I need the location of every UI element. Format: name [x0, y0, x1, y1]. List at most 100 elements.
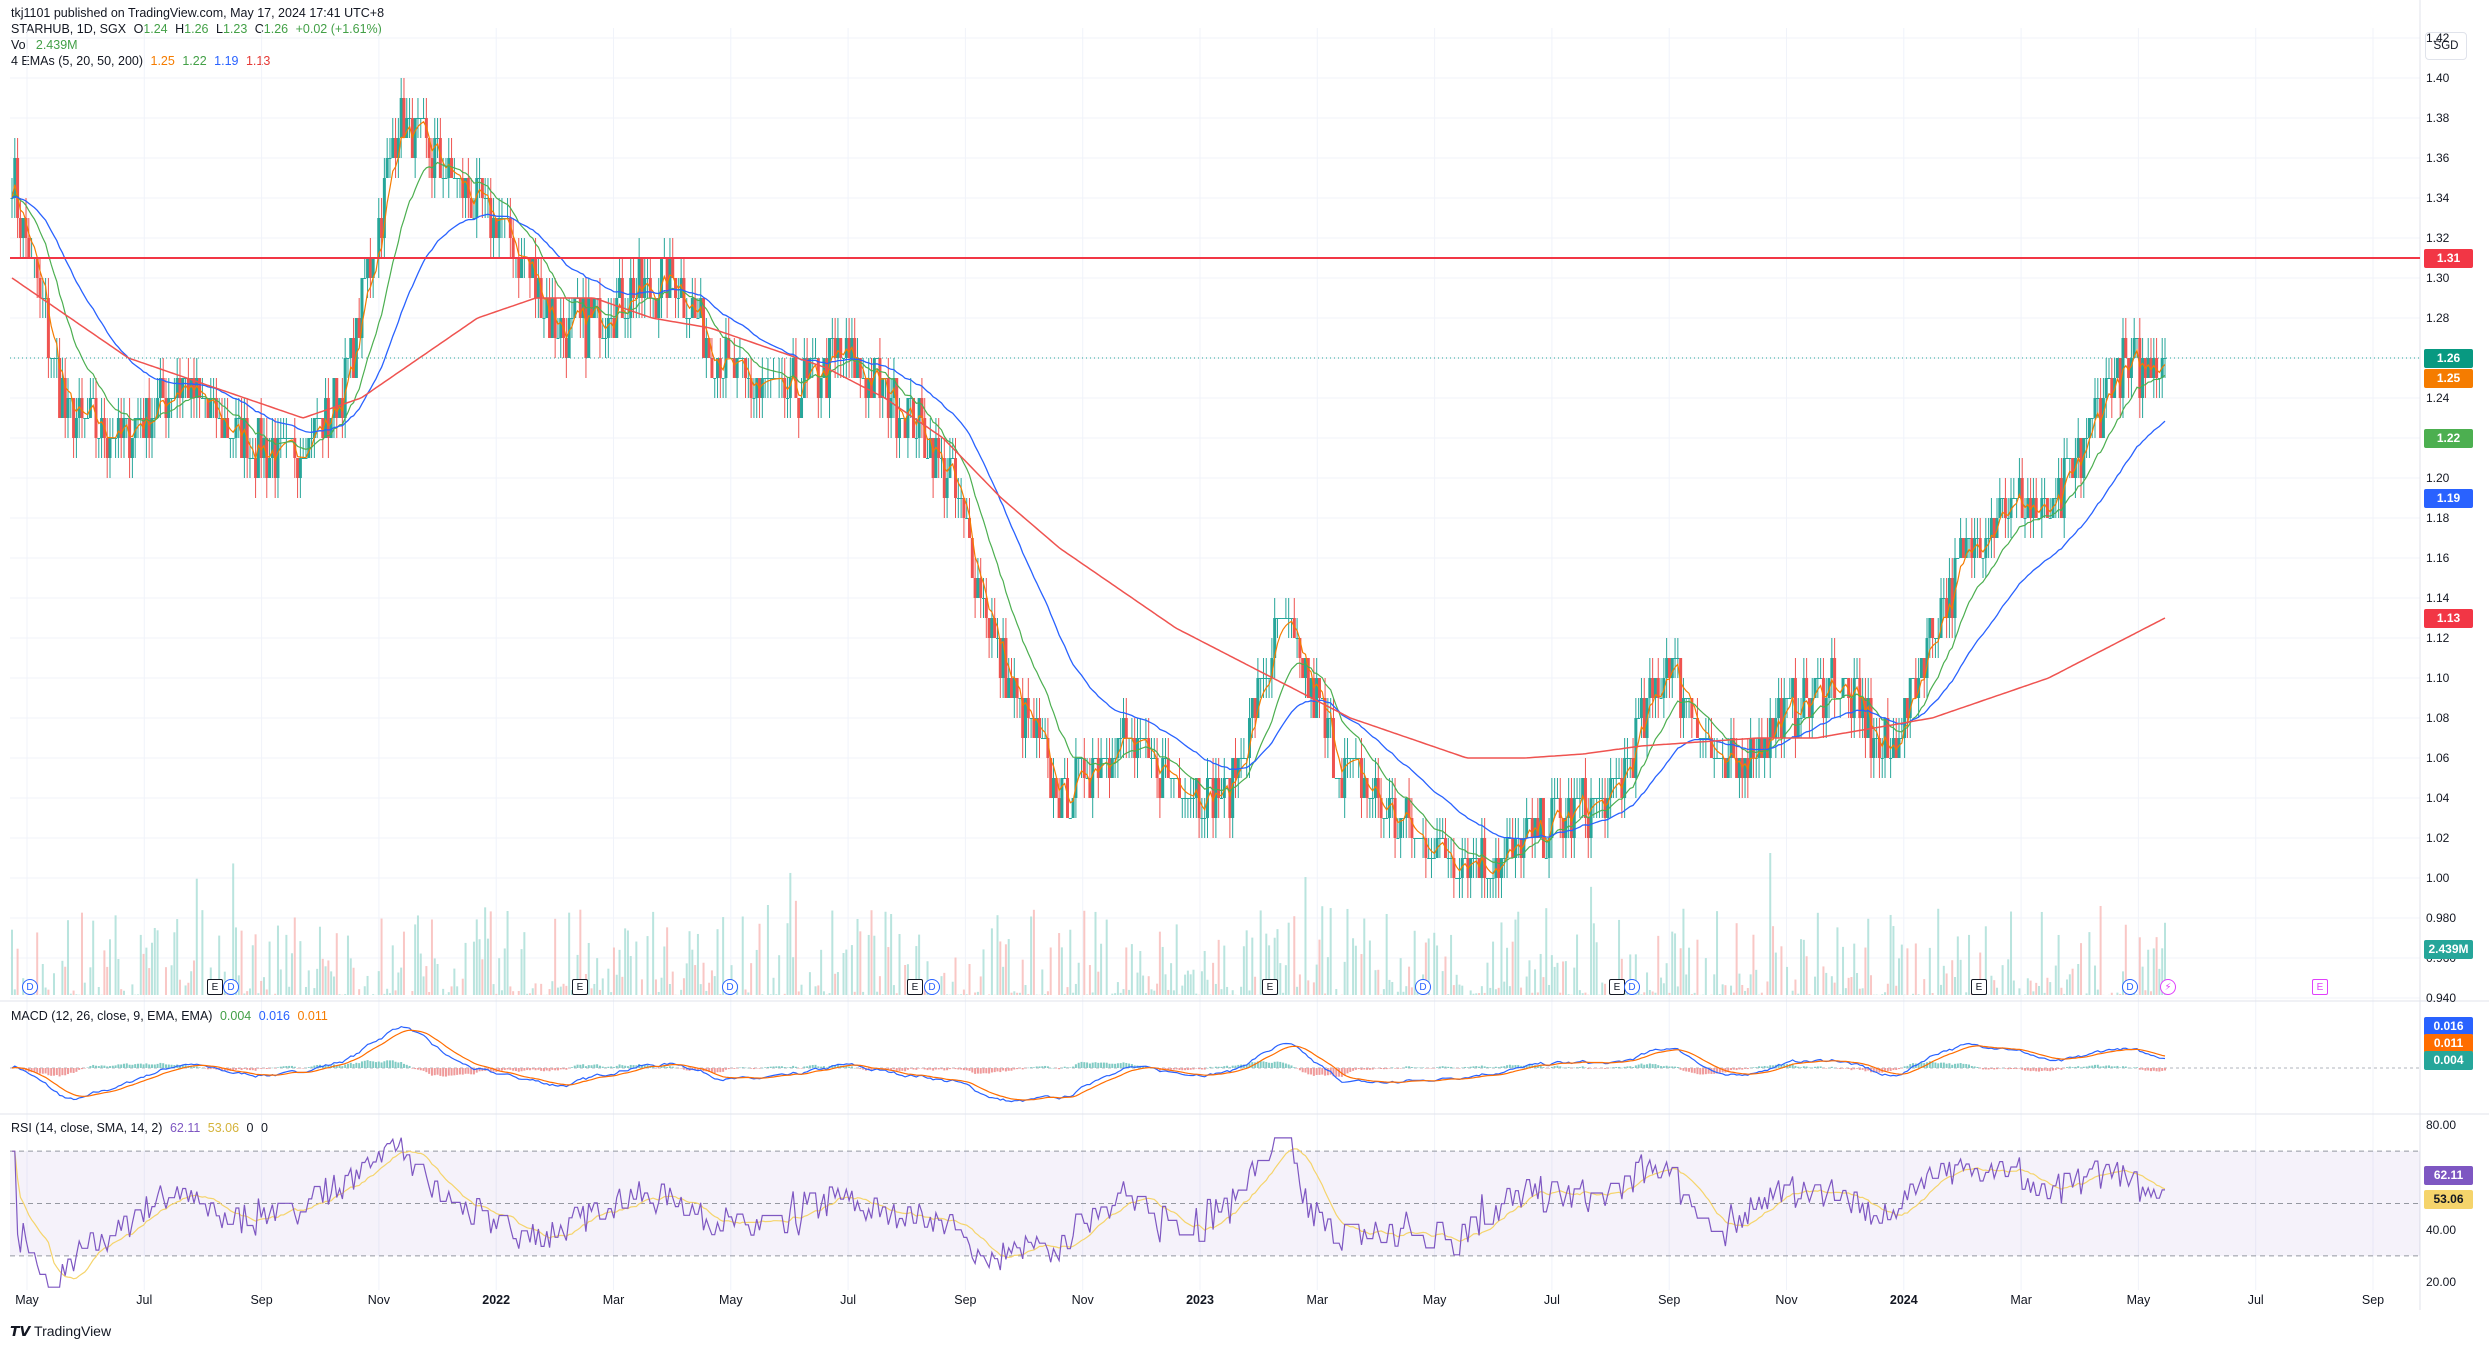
candle-body	[1452, 858, 1456, 878]
macd-hist-bar	[682, 1068, 685, 1070]
volume-bar	[1307, 980, 1310, 995]
candle-body	[72, 398, 76, 438]
macd-hist-bar	[439, 1068, 442, 1076]
macd-hist-bar	[548, 1068, 551, 1072]
dividend-marker[interactable]: D	[722, 979, 738, 995]
macd-hist-bar	[2004, 1068, 2007, 1069]
tradingview-logo[interactable]: 𝙏𝙑 TradingView	[10, 1323, 111, 1340]
earnings-marker[interactable]: E	[207, 979, 223, 995]
volume-bar	[1595, 942, 1598, 995]
macd-hist-bar	[223, 1068, 226, 1071]
volume-bar	[416, 915, 419, 995]
candle-body	[1877, 738, 1881, 758]
volume-bar	[1206, 979, 1209, 995]
macd-hist-bar	[192, 1066, 195, 1068]
candle-body	[1292, 618, 1296, 638]
dividend-marker[interactable]: D	[22, 979, 38, 995]
candle-body	[1701, 738, 1705, 739]
volume-bar	[2001, 965, 2004, 995]
volume-bar	[1172, 990, 1175, 995]
earnings-marker[interactable]: E	[2312, 979, 2328, 995]
macd-hist-bar	[1287, 1064, 1290, 1068]
macd-hist-bar	[383, 1061, 386, 1068]
candle-body	[1821, 678, 1825, 718]
candle-body	[1163, 758, 1167, 759]
volume-bar	[1576, 934, 1579, 995]
macd-hist-bar	[1889, 1068, 1892, 1072]
macd-label[interactable]: MACD (12, 26, close, 9, EMA, EMA)	[11, 1009, 213, 1023]
symbol-name[interactable]: STARHUB, 1D, SGX	[11, 22, 127, 36]
macd-hist-bar	[1993, 1068, 1996, 1070]
time-tick-label: Sep	[1658, 1293, 1681, 1307]
rsi-label[interactable]: RSI (14, close, SMA, 14, 2)	[11, 1121, 163, 1135]
macd-hist-bar	[1184, 1068, 1187, 1071]
macd-hist-bar	[1220, 1066, 1223, 1068]
candle-body	[1303, 658, 1307, 678]
earnings-marker[interactable]: E	[1262, 979, 1278, 995]
volume-label[interactable]: Vol	[11, 38, 29, 52]
time-tick-label: May	[2126, 1293, 2151, 1307]
ema-label[interactable]: 4 EMAs (5, 20, 50, 200)	[11, 54, 144, 68]
candle-body	[732, 358, 736, 378]
candle-body	[1219, 798, 1223, 799]
candle-body	[1012, 678, 1016, 698]
dividend-marker[interactable]: D	[924, 979, 940, 995]
candle-body	[1038, 718, 1042, 738]
candle-body	[2003, 498, 2007, 518]
macd-hist-bar	[1063, 1066, 1066, 1068]
candle-body	[382, 178, 386, 238]
candle-body	[1555, 798, 1559, 799]
macd-hist-bar	[2150, 1068, 2153, 1072]
price-tick-label: 0.940	[2426, 991, 2457, 1005]
macd-hist-bar	[1895, 1068, 1898, 1071]
dividend-marker[interactable]: D	[1624, 979, 1640, 995]
candle-body	[91, 398, 95, 399]
earnings-marker[interactable]: E	[572, 979, 588, 995]
volume-bar	[2147, 949, 2150, 995]
volume-bar	[1690, 994, 1693, 995]
volume-bar	[1153, 990, 1156, 995]
candle-body	[2104, 378, 2108, 398]
volume-bar	[761, 994, 764, 995]
macd-hist-bar	[55, 1068, 58, 1076]
volume-bar	[2155, 937, 2158, 995]
macd-hist-bar	[1430, 1068, 1433, 1069]
macd-hist-bar	[946, 1068, 949, 1071]
macd-hist-bar	[1402, 1067, 1405, 1069]
macd-hist-bar	[1682, 1068, 1685, 1071]
volume-bar	[456, 986, 459, 995]
dividend-marker[interactable]: D	[2122, 979, 2138, 995]
candle-body	[1522, 838, 1526, 858]
earnings-marker[interactable]: E	[907, 979, 923, 995]
candle-body	[2135, 338, 2139, 339]
volume-bar	[1217, 939, 1220, 995]
earnings-marker[interactable]: E	[1971, 979, 1987, 995]
volume-bar	[1125, 947, 1128, 995]
macd-hist-bar	[1536, 1066, 1539, 1068]
macd-hist-bar	[1066, 1067, 1069, 1068]
macd-hist-bar	[1200, 1068, 1203, 1070]
volume-bar	[2119, 994, 2122, 995]
volume-bar	[624, 928, 627, 995]
candle-body	[1765, 738, 1769, 758]
macd-hist-bar	[2040, 1068, 2043, 1071]
candle-body	[58, 358, 62, 418]
volume-bar	[447, 992, 450, 995]
macd-hist-bar	[1875, 1068, 1878, 1073]
currency-button[interactable]: SGD	[2425, 32, 2467, 60]
candle-body	[1133, 738, 1137, 758]
dividend-marker[interactable]: D	[1415, 979, 1431, 995]
dividend-marker[interactable]: D	[223, 979, 239, 995]
earnings-marker[interactable]: E	[1609, 979, 1625, 995]
volume-bar	[394, 990, 397, 995]
news-bolt-icon[interactable]: ⚡	[2160, 979, 2176, 995]
candle-body	[1805, 678, 1809, 698]
candle-body	[1427, 858, 1431, 859]
macd-hist-bar	[1472, 1066, 1475, 1068]
macd-hist-bar	[1749, 1067, 1752, 1069]
macd-hist-bar	[1690, 1068, 1693, 1073]
volume-bar	[1780, 946, 1783, 995]
macd-hist-bar	[201, 1067, 204, 1069]
macd-hist-bar	[2130, 1067, 2133, 1069]
